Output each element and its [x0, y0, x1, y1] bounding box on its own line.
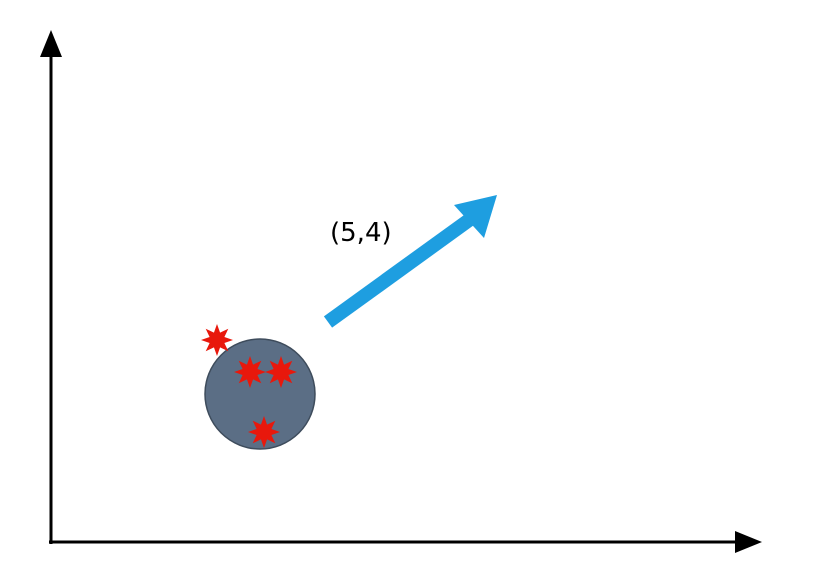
eight-point-star-icon — [234, 356, 266, 388]
y-axis-arrowhead — [40, 30, 62, 57]
star-point-inside — [234, 356, 266, 388]
star-point-inside — [248, 416, 280, 448]
x-axis — [49, 531, 762, 553]
eight-point-star-icon — [201, 324, 233, 356]
data-points — [201, 324, 297, 448]
eight-point-star-icon — [265, 356, 297, 388]
eight-point-star-icon — [248, 416, 280, 448]
vector-arrow-shaft — [323, 209, 481, 328]
star-point-outside — [201, 324, 233, 356]
y-axis — [40, 30, 62, 544]
x-axis-arrowhead — [735, 531, 762, 553]
vector-label: (5,4) — [330, 218, 392, 248]
vector-arrow — [323, 195, 497, 328]
star-point-inside — [265, 356, 297, 388]
vector-arrow-head — [454, 195, 497, 238]
